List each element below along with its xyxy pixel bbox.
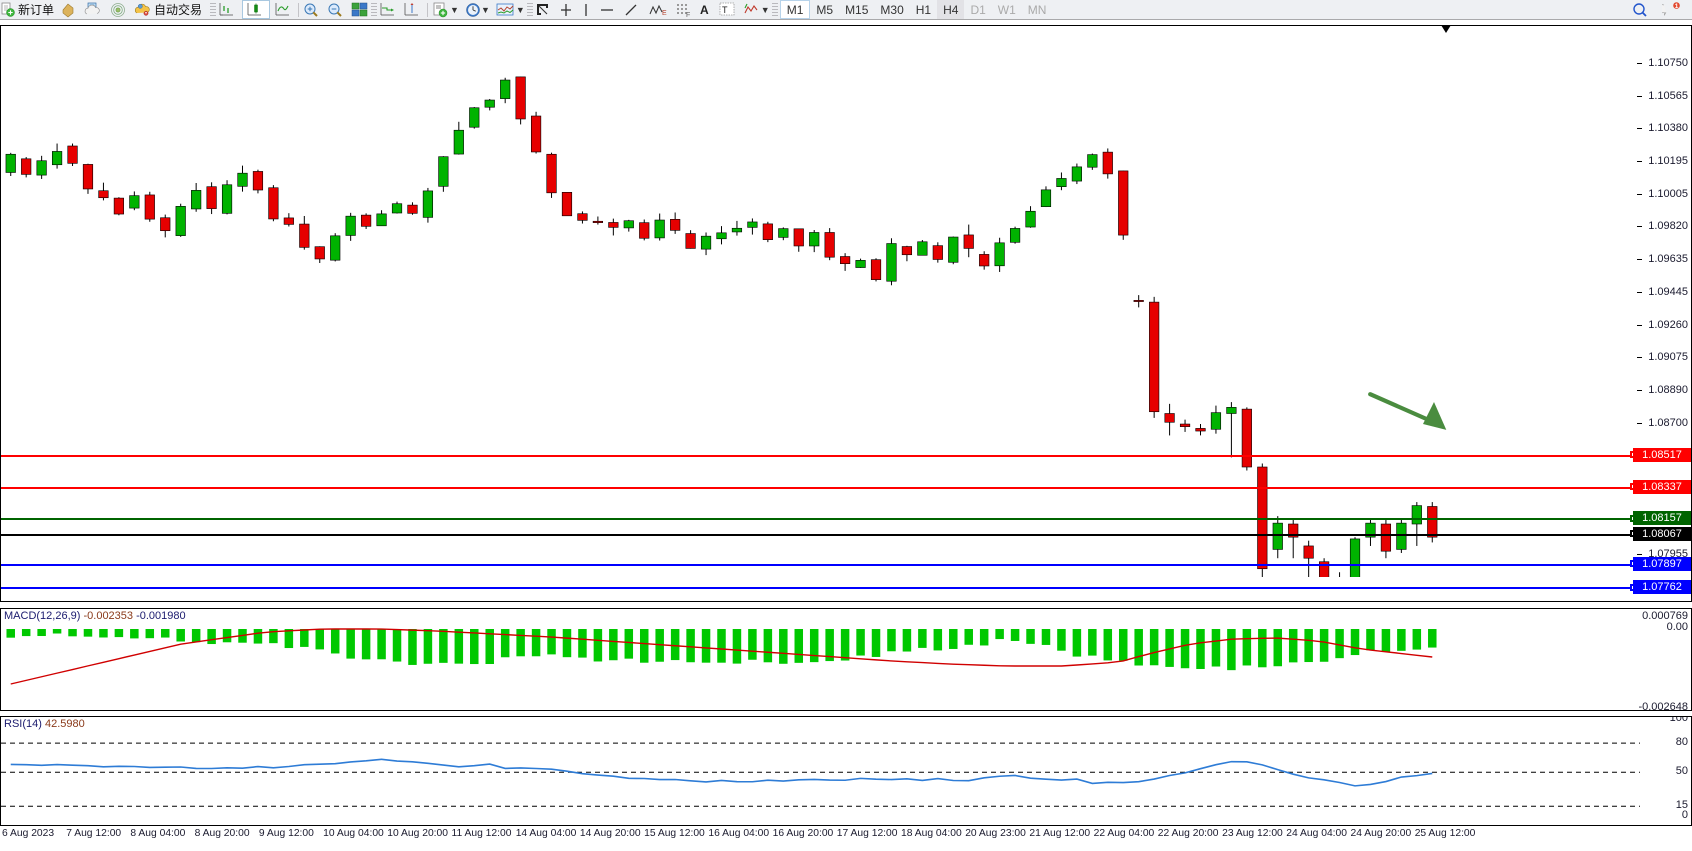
- svg-text:F: F: [686, 12, 690, 18]
- svg-text:A: A: [700, 3, 709, 17]
- svg-text:E: E: [662, 10, 667, 17]
- svg-text:1: 1: [1675, 3, 1679, 10]
- svg-text:T: T: [722, 5, 728, 15]
